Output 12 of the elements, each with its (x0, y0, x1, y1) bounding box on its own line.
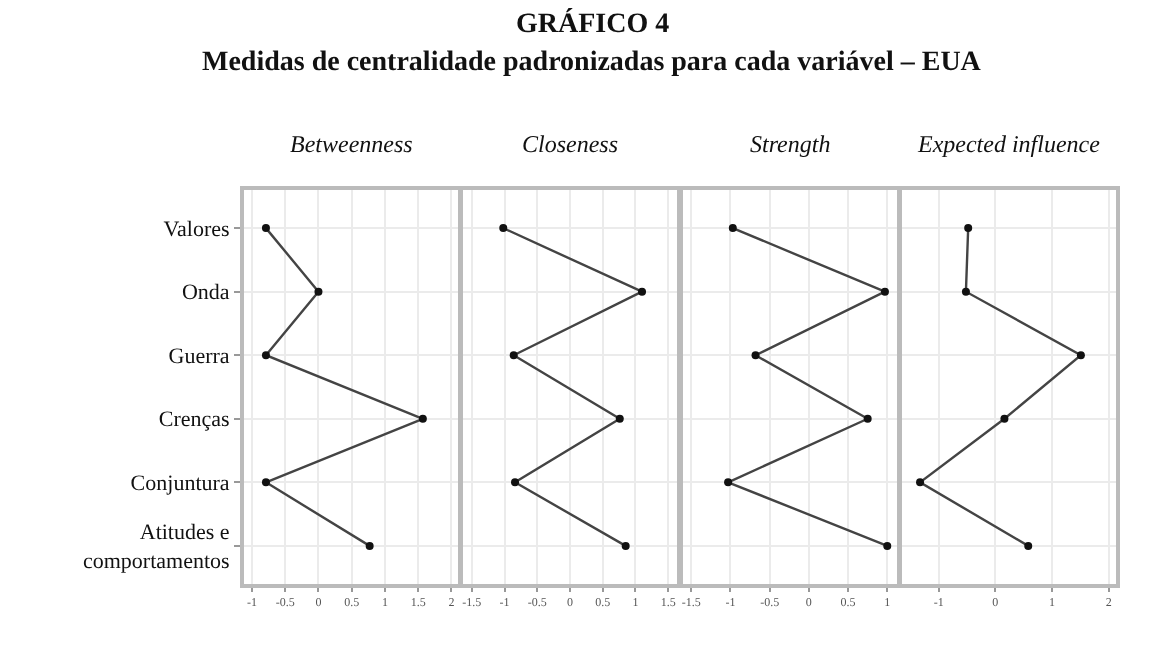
y-tick-label: Crenças (158, 408, 230, 433)
y-tick-label: Atitudes e comportamentos (82, 521, 230, 574)
y-tick-label: Conjuntura (130, 472, 230, 497)
text: Medidas de centralidade padronizadas para cada variável – EUA (202, 48, 983, 78)
y-tick-label: Valores (163, 217, 230, 242)
chart-title: Betweenness (290, 130, 414, 158)
chart-title: Strength (750, 130, 831, 158)
chart-title: Closeness (522, 130, 619, 158)
y-tick-label: Guerra (168, 344, 230, 369)
chart-title: Expected influence (916, 130, 1102, 158)
y-tick-label: Onda (181, 281, 230, 306)
text: GRÁFICO 4 (516, 6, 670, 40)
